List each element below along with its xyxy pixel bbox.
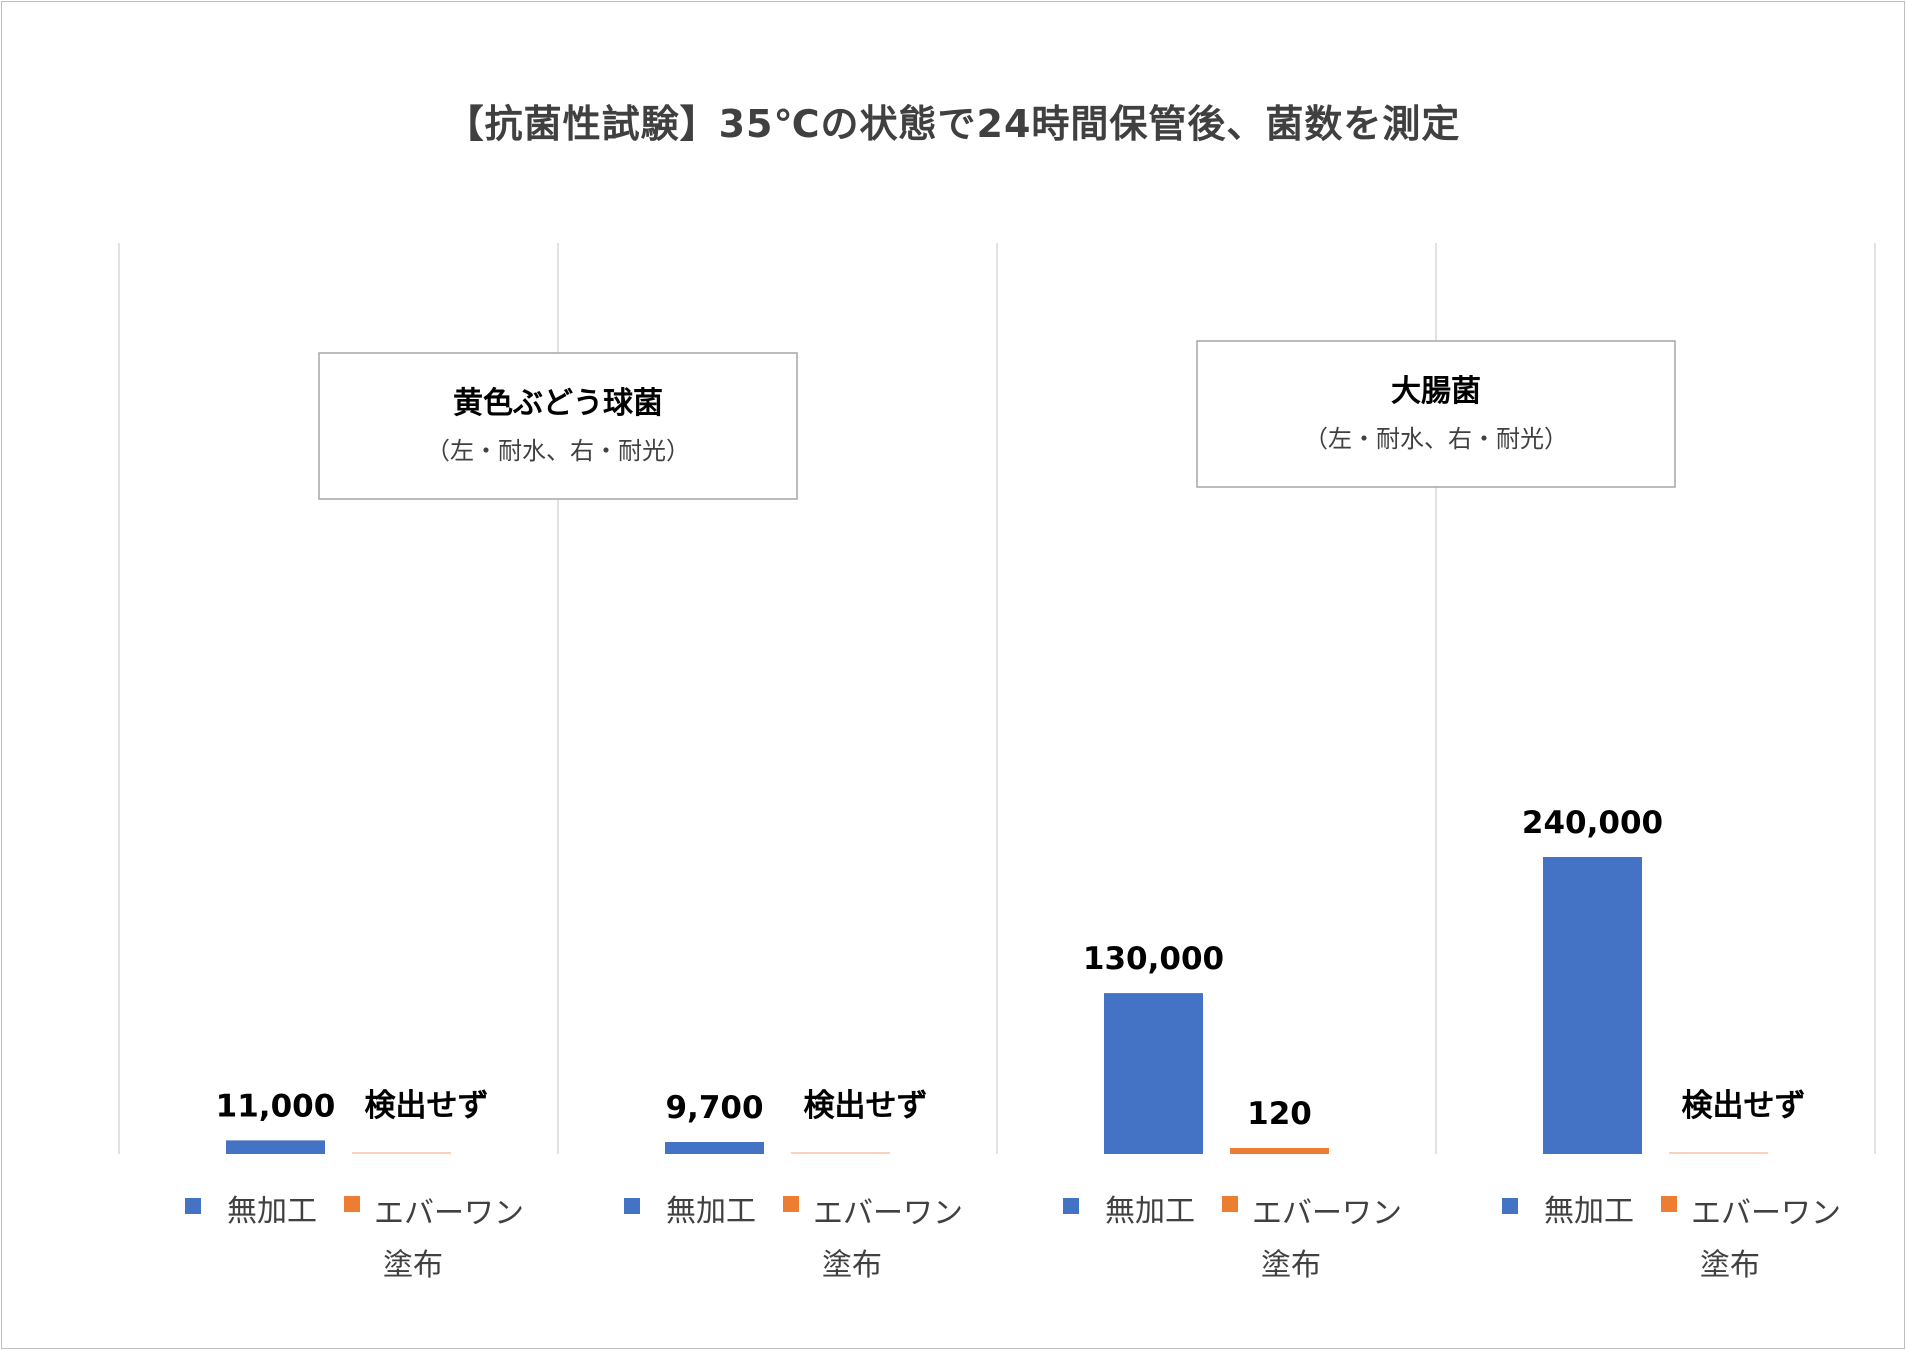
bar-everone: [791, 1152, 890, 1154]
legend-label-everone: エバーワン: [374, 1196, 524, 1231]
data-label-everone: 検出せず: [1682, 1088, 1806, 1124]
legend-label-untreated: 無加工: [1105, 1194, 1195, 1229]
data-label-untreated: 11,000: [216, 1088, 336, 1124]
chart-title: 【抗菌性試験】35℃の状態で24時間保管後、菌数を測定: [445, 102, 1461, 146]
legend-swatch-untreated: [624, 1198, 640, 1214]
legend-label-everone-2: 塗布: [1261, 1248, 1321, 1283]
legend-label-everone: エバーワン: [813, 1196, 963, 1231]
bar-untreated: [665, 1141, 764, 1154]
bar-everone: [352, 1152, 451, 1154]
legend-label-untreated: 無加工: [666, 1194, 756, 1229]
data-label-untreated: 240,000: [1522, 805, 1663, 841]
legend-label-everone: エバーワン: [1691, 1196, 1841, 1231]
legend-label-everone-2: 塗布: [383, 1248, 443, 1283]
legend-label-everone: エバーワン: [1252, 1196, 1402, 1231]
group-label-box: [318, 352, 798, 500]
legend-swatch-everone: [344, 1196, 360, 1212]
data-label-everone: 検出せず: [365, 1088, 489, 1124]
group-label-title: 黄色ぶどう球菌: [453, 386, 663, 421]
legend-swatch-everone: [1222, 1196, 1238, 1212]
data-label-untreated: 9,700: [665, 1090, 763, 1126]
bar-untreated: [226, 1140, 325, 1154]
group-label-title: 大腸菌: [1391, 374, 1481, 409]
legend-swatch-untreated: [1502, 1198, 1518, 1214]
legend-swatch-untreated: [1063, 1198, 1079, 1214]
legend-label-untreated: 無加工: [227, 1194, 317, 1229]
legend-swatch-everone: [1661, 1196, 1677, 1212]
data-label-untreated: 130,000: [1083, 941, 1224, 977]
data-label-everone: 検出せず: [804, 1088, 928, 1124]
bar-everone: [1230, 1148, 1329, 1154]
legend-label-everone-2: 塗布: [1700, 1248, 1760, 1283]
group-label-box: [1196, 340, 1676, 488]
bar-untreated: [1104, 993, 1203, 1154]
legend-swatch-everone: [783, 1196, 799, 1212]
group-label-note: （左・耐水、右・耐光）: [1304, 425, 1568, 453]
legend-swatch-untreated: [185, 1198, 201, 1214]
group-label-note: （左・耐水、右・耐光）: [426, 437, 690, 465]
legend-label-everone-2: 塗布: [822, 1248, 882, 1283]
bar-everone: [1669, 1152, 1768, 1154]
data-label-everone: 120: [1247, 1096, 1312, 1132]
legend-label-untreated: 無加工: [1544, 1194, 1634, 1229]
bar-untreated: [1543, 857, 1642, 1154]
